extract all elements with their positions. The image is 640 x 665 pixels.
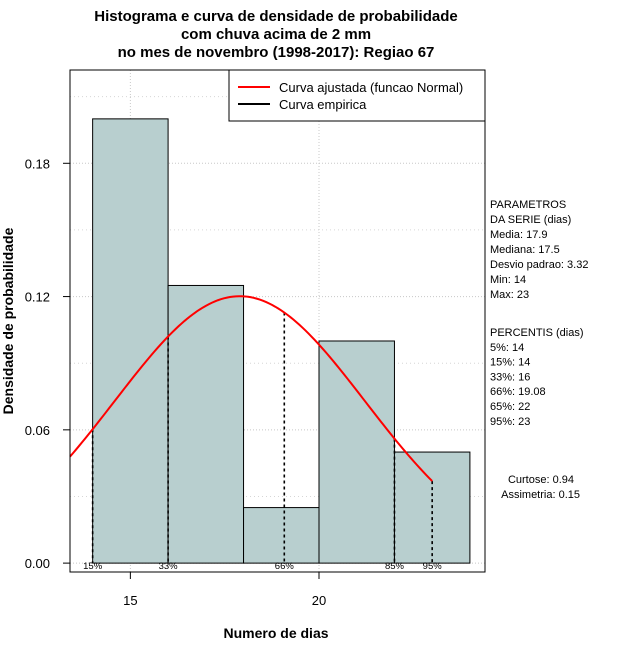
x-tick-label: 20 — [312, 593, 326, 608]
percentile-label: 95% — [423, 561, 443, 572]
histogram-bar — [243, 507, 320, 564]
y-tick-label: 0.12 — [25, 290, 50, 305]
legend-box — [228, 69, 486, 122]
x-tick-label: 15 — [123, 593, 137, 608]
y-tick-label: 0.18 — [25, 156, 50, 171]
histogram-bar — [318, 340, 395, 564]
normal-curve — [69, 295, 433, 482]
histogram-bar — [92, 118, 169, 564]
legend-entry: Curva ajustada (funcao Normal) — [279, 80, 463, 95]
parameter-line: Min: 14 — [490, 274, 526, 286]
histogram-bar — [167, 284, 245, 564]
y-tick-label: 0.06 — [25, 423, 50, 438]
parameter-line: Desvio padrao: 3.32 — [490, 259, 588, 271]
parameter-line: Media: 17.9 — [490, 229, 547, 241]
percentile-label: 85% — [385, 561, 405, 572]
percentile-label: 15% — [83, 561, 103, 572]
skewness-text: Assimetria: 0.15 — [501, 489, 580, 501]
legend: Curva ajustada (funcao Normal) Curva empi… — [228, 69, 486, 122]
percentile-line-text: 5%: 14 — [490, 342, 524, 354]
legend-entry: Curva empirica — [279, 97, 367, 112]
percentile-line-text: 15%: 14 — [490, 357, 530, 369]
parameter-line: Mediana: 17.5 — [490, 244, 560, 256]
parameter-line: DA SERIE (dias) — [490, 214, 571, 226]
percentile-label: 33% — [159, 561, 179, 572]
percentile-line-text: 33%: 16 — [490, 371, 530, 383]
percentile-line-text: 66%: 19.08 — [490, 386, 546, 398]
y-tick-label: 0.00 — [25, 556, 50, 571]
chart-title: Histograma e curva de densidade de proba… — [94, 8, 457, 61]
x-axis-title: Numero de dias — [223, 625, 328, 641]
histogram-bars — [92, 118, 471, 564]
percentile-lines: 15% 33% 66% 85% 95% — [83, 312, 443, 572]
percentile-line-text: 65%: 22 — [490, 401, 530, 413]
percentile-line-text: 95%: 23 — [490, 416, 530, 428]
parameter-line: Max: 23 — [490, 289, 529, 301]
title-line: com chuva acima de 2 mm — [181, 26, 371, 43]
statistics-panel: PARAMETROS DA SERIE (dias) Media: 17.9 Me… — [490, 199, 588, 501]
y-axis-title: Densidade de probabilidade — [0, 227, 16, 414]
parameter-line: PARAMETROS — [490, 199, 566, 211]
title-line: Histograma e curva de densidade de proba… — [94, 8, 457, 25]
axes: 15 20 0.00 0.06 0.12 0.18 — [25, 156, 327, 608]
percentile-line-text: PERCENTIS (dias) — [490, 327, 584, 339]
kurtosis-text: Curtose: 0.94 — [508, 474, 574, 486]
title-line: no mes de novembro (1998-2017): Regiao 6… — [118, 44, 435, 61]
percentile-label: 66% — [275, 561, 295, 572]
fitted-curve — [69, 295, 433, 482]
